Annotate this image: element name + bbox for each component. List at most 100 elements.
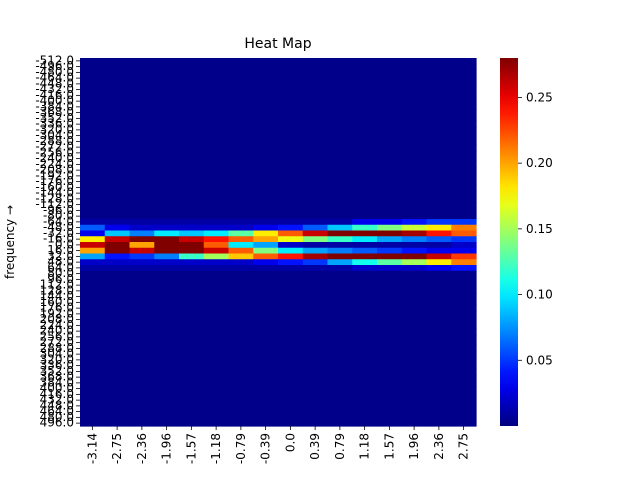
colorbar-tick-label: 0.10: [526, 288, 553, 302]
heatmap-cell: [401, 219, 428, 226]
heatmap-cell: [253, 316, 279, 324]
heatmap-cell: [401, 380, 428, 387]
heatmap-cell: [302, 109, 329, 117]
heatmap-cell: [302, 368, 329, 375]
heatmap-cell: [179, 167, 205, 174]
y-tick-label: -496.0: [35, 59, 74, 73]
heatmap-cell: [327, 196, 353, 203]
heatmap-cell: [302, 155, 329, 163]
heatmap-cell: [228, 178, 254, 186]
heatmap-cell: [426, 98, 452, 105]
x-tick-label: -0.39: [259, 433, 273, 464]
heatmap-cell: [352, 190, 378, 197]
y-tick-label: -96.0: [43, 203, 74, 217]
heatmap-cell: [426, 138, 452, 145]
x-tick-label: 2.75: [457, 433, 471, 460]
heatmap-cell: [401, 414, 428, 421]
heatmap-cell: [426, 115, 452, 122]
heatmap-cell: [302, 311, 329, 318]
heatmap-cell: [401, 161, 428, 168]
heatmap-cell: [327, 109, 353, 117]
heatmap-cell: [426, 316, 452, 324]
heatmap-cell: [154, 316, 180, 324]
heatmap-cell: [426, 178, 452, 186]
heatmap-cell: [154, 81, 180, 88]
heatmap-cell: [203, 167, 230, 174]
heatmap-cell: [154, 408, 180, 416]
heatmap-cell: [377, 104, 403, 111]
heatmap-cell: [129, 109, 155, 117]
heatmap-cell: [352, 115, 378, 122]
heatmap-cell: [179, 322, 205, 329]
heatmap-cell: [327, 265, 353, 272]
colorbar-tick-label: 0.20: [526, 156, 553, 170]
heatmap-cell: [327, 242, 353, 249]
heatmap-cell: [401, 184, 428, 191]
heatmap-cell: [451, 276, 477, 283]
heatmap-cell: [278, 86, 304, 94]
heatmap-cell: [80, 98, 106, 105]
heatmap-cell: [401, 351, 428, 358]
heatmap-cell: [104, 98, 131, 105]
heatmap-cell: [80, 357, 106, 364]
heatmap-cell: [104, 345, 131, 352]
heatmap-cell: [377, 374, 403, 381]
heatmap-cell: [327, 385, 353, 393]
heatmap-cell: [426, 265, 452, 272]
heatmap-cell: [104, 58, 131, 65]
heatmap-cell: [302, 236, 329, 243]
heatmap-cell: [451, 144, 477, 151]
heatmap-cell: [80, 161, 106, 168]
heatmap-cell: [302, 247, 329, 255]
heatmap-cell: [179, 81, 205, 88]
heatmap-cell: [179, 104, 205, 111]
heatmap-cell: [426, 230, 452, 237]
heatmap-cell: [154, 403, 180, 410]
heatmap-cell: [253, 334, 279, 341]
heatmap-cell: [80, 219, 106, 226]
heatmap-cell: [377, 81, 403, 88]
heatmap-cell: [302, 98, 329, 105]
heatmap-cell: [228, 63, 254, 71]
heatmap-cell: [80, 420, 106, 427]
heatmap-cell: [451, 86, 477, 94]
heatmap-cell: [154, 288, 180, 295]
heatmap-cell: [179, 311, 205, 318]
heatmap-cell: [426, 132, 452, 140]
heatmap-cell: [278, 247, 304, 255]
heatmap-cell: [253, 98, 279, 105]
heatmap-cell: [228, 265, 254, 272]
heatmap-cell: [426, 69, 452, 76]
heatmap-cell: [278, 339, 304, 347]
heatmap-cell: [451, 98, 477, 105]
heatmap-cell: [278, 408, 304, 416]
heatmap-cell: [377, 69, 403, 76]
heatmap-cell: [129, 368, 155, 375]
heatmap-cell: [129, 104, 155, 111]
heatmap-cell: [228, 69, 254, 76]
heatmap-cell: [352, 385, 378, 393]
heatmap-cell: [253, 236, 279, 243]
heatmap-cell: [80, 299, 106, 306]
heatmap-cell: [377, 167, 403, 174]
heatmap-cell: [129, 98, 155, 105]
heatmap-cell: [352, 374, 378, 381]
heatmap-cell: [401, 109, 428, 117]
heatmap-cell: [377, 155, 403, 163]
heatmap-cell: [401, 69, 428, 76]
heatmap-cell: [426, 150, 452, 157]
heatmap-cell: [80, 345, 106, 352]
heatmap-cell: [129, 213, 155, 220]
heatmap-cell: [203, 178, 230, 186]
heatmap-cell: [327, 270, 353, 278]
heatmap-cell: [451, 339, 477, 347]
heatmap-cell: [352, 345, 378, 352]
heatmap-cell: [253, 311, 279, 318]
heatmap-cell: [352, 265, 378, 272]
heatmap-cell: [352, 224, 378, 232]
heatmap-cell: [426, 391, 452, 398]
heatmap-cell: [104, 299, 131, 306]
heatmap-cell: [352, 270, 378, 278]
heatmap-cell: [228, 109, 254, 117]
y-tick-label: 160.0: [40, 295, 74, 309]
